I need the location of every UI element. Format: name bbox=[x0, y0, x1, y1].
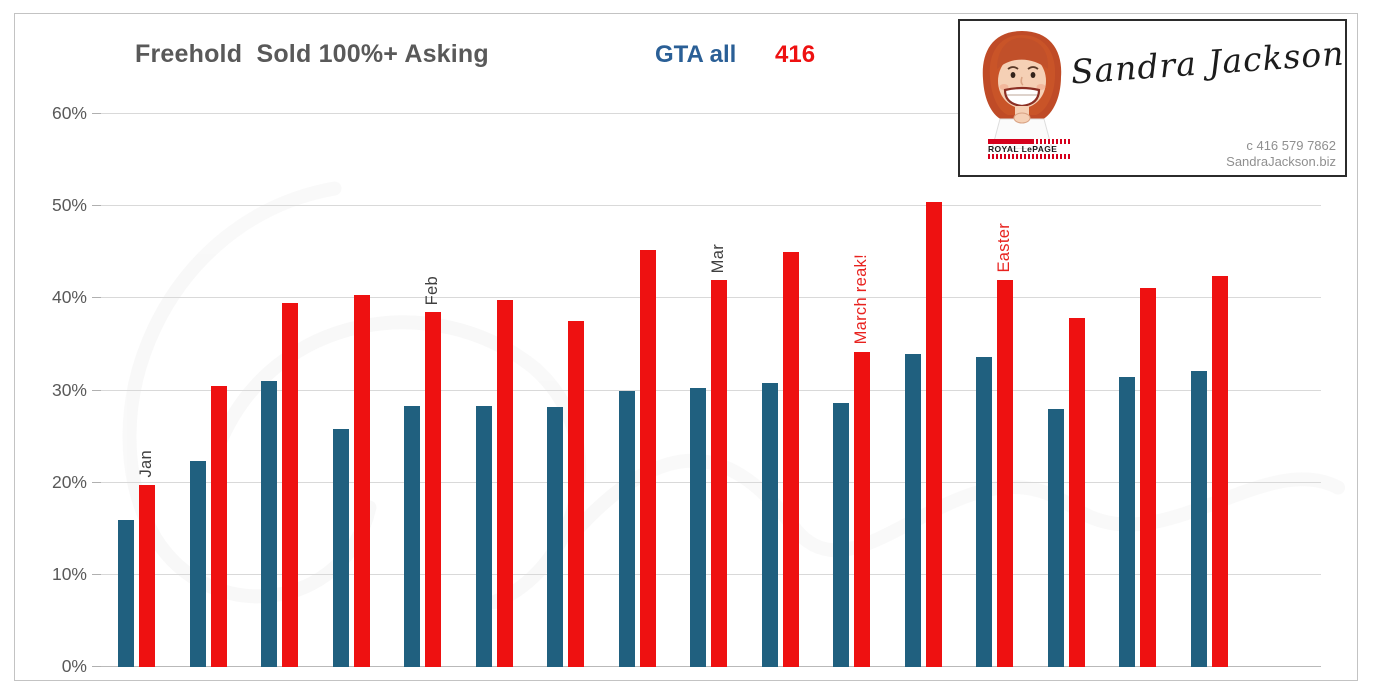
bar-416-wk7 bbox=[568, 321, 584, 667]
bar-gta-wk3 bbox=[261, 381, 277, 667]
agent-banner: Sandra Jackson ROYAL LePAGE c 416 579 78… bbox=[958, 19, 1347, 177]
y-tick-30% bbox=[92, 389, 101, 391]
y-tick-50% bbox=[92, 205, 101, 207]
bar-416-wk11 bbox=[854, 351, 870, 667]
agent-caricature bbox=[982, 31, 1062, 149]
bar-gta-wk6 bbox=[475, 406, 492, 667]
bar-gta-wk14 bbox=[1047, 408, 1064, 667]
bar-gta-wk15 bbox=[1119, 376, 1135, 667]
y-axis-label-10%: 10% bbox=[51, 563, 87, 584]
rlp-brand-text: ROYAL LePAGE bbox=[988, 144, 1058, 154]
bar-gta-wk8 bbox=[618, 390, 635, 667]
legend-416: 416 bbox=[775, 41, 816, 68]
bar-gta-wk12 bbox=[904, 353, 921, 667]
bar-gta-wk4 bbox=[332, 429, 349, 667]
bar-416-wk8 bbox=[639, 250, 656, 667]
bar-gta-wk5 bbox=[404, 406, 420, 667]
bar-416-wk12 bbox=[925, 201, 942, 667]
bar-416-wk6 bbox=[496, 300, 513, 667]
bar-416-wk14 bbox=[1068, 317, 1085, 667]
y-axis-label-0%: 0% bbox=[61, 656, 87, 676]
royal-lepage-logo: ROYAL LePAGE bbox=[988, 139, 1072, 159]
y-tick-20% bbox=[92, 481, 101, 483]
y-tick-10% bbox=[92, 573, 101, 575]
bar-gta-wk13 bbox=[976, 357, 992, 667]
rlp-top-bar bbox=[988, 139, 1072, 144]
y-axis-label-50%: 50% bbox=[51, 195, 87, 216]
bar-gta-wk7 bbox=[547, 407, 563, 667]
y-tick-40% bbox=[92, 297, 101, 299]
bar-416-wk10 bbox=[782, 252, 799, 667]
y-axis-label-20%: 20% bbox=[51, 471, 87, 492]
bar-416-wk13 bbox=[997, 279, 1013, 667]
annotation-march-reak-: March reak! bbox=[852, 254, 870, 345]
bar-gta-wk9 bbox=[690, 387, 706, 667]
y-axis-label-60%: 60% bbox=[51, 102, 87, 123]
annotation-feb: Feb bbox=[423, 275, 441, 306]
y-axis-label-40%: 40% bbox=[51, 287, 87, 308]
annotation-easter: Easter bbox=[995, 223, 1013, 273]
bar-416-wk15 bbox=[1140, 288, 1156, 667]
bar-gta-wk2 bbox=[189, 460, 206, 667]
bar-416-wk9 bbox=[711, 279, 727, 667]
bar-gta-wk16 bbox=[1190, 371, 1207, 667]
legend-gta-all: GTA all bbox=[655, 41, 737, 68]
annotation-mar: Mar bbox=[709, 243, 727, 273]
y-tick-60% bbox=[92, 112, 101, 114]
bar-416-wk1 bbox=[139, 484, 155, 667]
gridline-60% bbox=[101, 112, 1321, 114]
bar-416-wk5 bbox=[425, 312, 441, 667]
agent-contact: c 416 579 7862 SandraJackson.biz bbox=[1226, 138, 1336, 170]
bar-gta-wk1 bbox=[118, 519, 134, 667]
chart-title: Freehold Sold 100%+ Asking bbox=[135, 40, 489, 68]
y-tick-0% bbox=[92, 666, 101, 667]
plot-area: 0% 10% 20% 30% 40% 50% 60% Jan Feb Mar March reak!… bbox=[52, 54, 1341, 676]
annotation-jan: Jan bbox=[137, 450, 155, 478]
bar-416-wk16 bbox=[1211, 276, 1228, 667]
agent-website: SandraJackson.biz bbox=[1226, 154, 1336, 169]
bar-gta-wk11 bbox=[833, 403, 849, 667]
gridline-50% bbox=[101, 205, 1321, 207]
agent-phone: c 416 579 7862 bbox=[1246, 138, 1336, 153]
bar-gta-wk10 bbox=[761, 383, 778, 667]
bar-416-wk2 bbox=[210, 385, 227, 667]
agent-signature: Sandra Jackson bbox=[1069, 33, 1346, 92]
bar-416-wk3 bbox=[282, 302, 298, 667]
rlp-bottom-bar bbox=[988, 154, 1072, 159]
y-axis-label-30%: 30% bbox=[51, 379, 87, 400]
bar-416-wk4 bbox=[353, 294, 370, 667]
chart-frame: Freehold Sold 100%+ Asking GTA all 416 0… bbox=[14, 13, 1358, 681]
